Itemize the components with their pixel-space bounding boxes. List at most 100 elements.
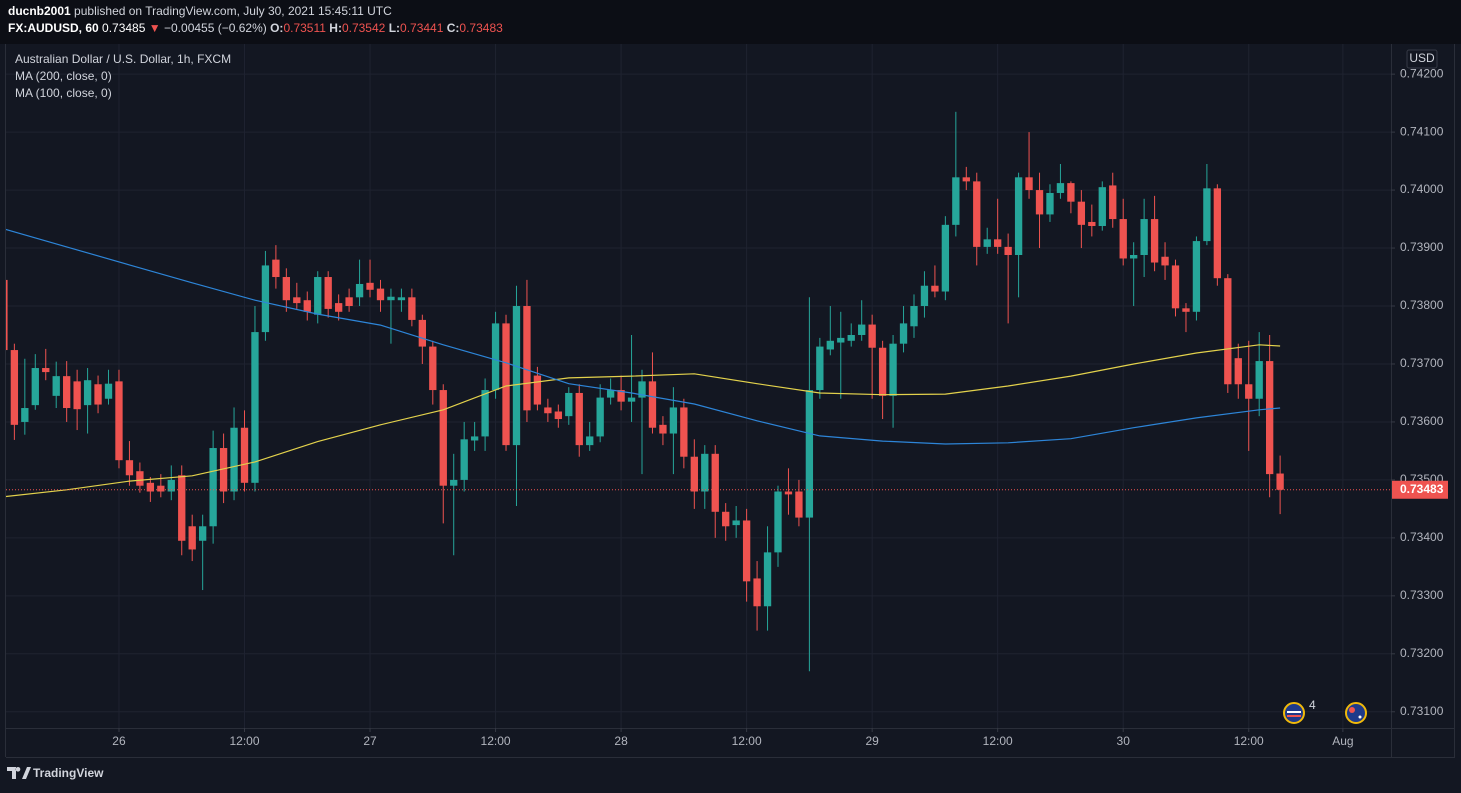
candle-body [1088,221,1096,227]
candle-body [1245,384,1253,399]
x-tick-label: 12:00 [983,734,1013,748]
ma-line [6,344,1281,498]
x-tick-label: 27 [363,734,377,748]
candle-body [732,520,740,526]
change-arrow: ▼ [149,21,161,35]
candle-body [847,334,855,341]
c-label: C: [447,21,460,35]
y-tick-label: 0.74000 [1400,182,1444,196]
candle-body [1130,254,1138,259]
y-tick-label: 0.73700 [1400,356,1444,370]
currency-box[interactable] [1406,49,1438,69]
y-tick-label: 0.74100 [1400,124,1444,138]
candle-body [952,177,960,225]
x-tick-label: 30 [1117,734,1131,748]
candle-body [230,427,238,492]
candle-body [1234,358,1242,385]
candle-body [784,491,793,495]
candle-body [554,411,562,420]
candle-body [994,239,1002,247]
event-icon[interactable] [1345,702,1367,724]
candle-body [83,380,92,406]
chart-title: Australian Dollar / U.S. Dollar, 1h, FXC… [15,52,231,66]
candle-body [42,368,50,373]
l-label: L: [389,21,400,35]
candle-body [533,375,542,405]
event-au[interactable] [1345,702,1367,724]
candle-body [1109,185,1117,220]
candle-body [931,285,939,292]
candle-body [523,306,531,411]
candle-body [816,346,824,391]
header-line-2: FX:AUDUSD, 60 0.73485 ▼ −0.00455 (−0.62%… [8,21,503,35]
flag-mark [1349,707,1355,713]
candle-body [52,376,60,396]
candle-body [899,323,908,344]
logo-text: TradingView [33,766,104,780]
c-value: 0.73483 [459,21,503,35]
x-tick-label: 12:00 [732,734,762,748]
candle-body [1265,361,1274,475]
candle-body [565,392,573,417]
candle-body [1140,219,1148,255]
candle-body [1276,473,1284,490]
legend-entry: MA (200, close, 0) [15,69,112,83]
candle-body [858,324,866,335]
x-tick-label: 28 [614,734,628,748]
candle-body [345,297,353,307]
candle-body [617,390,625,402]
candle-body [460,439,468,480]
change: −0.00455 (−0.62%) [164,21,267,35]
candle-body [1046,192,1054,215]
x-tick-label: 12:00 [481,734,511,748]
candle-body [10,350,19,425]
candle-body [1077,201,1086,225]
candle-body [450,479,458,486]
candle-body [272,259,280,278]
y-tick-label: 0.73200 [1400,646,1444,660]
candle-body [659,424,667,434]
x-tick-label: 12:00 [229,734,259,748]
candle-body [680,407,688,457]
y-tick-label: 0.73900 [1400,240,1444,254]
x-tick-label: 12:00 [1234,734,1264,748]
candle-body [366,282,374,290]
logo[interactable]: TradingView [7,766,104,780]
candle-body [199,526,207,541]
candle-body [1014,177,1023,255]
y-tick-label: 0.73100 [1400,704,1444,718]
candle-body [481,390,489,437]
event-badge: 4 [1309,698,1316,712]
candle-body [774,491,782,553]
candle-body [387,296,395,301]
logo-mark [7,767,31,779]
candle-body [63,376,71,409]
candle-body [753,578,761,607]
candle-body [1161,256,1169,266]
candle-body [146,482,155,492]
candle-body [1067,183,1075,202]
ma-line [6,228,1281,445]
candle-body [429,346,437,391]
candle-body [627,397,636,402]
published: published on TradingView.com, July 30, 2… [74,4,392,18]
candle-body [167,479,175,492]
flag-stripe [1287,711,1301,713]
candle-body [544,407,552,414]
candle-body [795,491,803,518]
y-tick-label: 0.73400 [1400,530,1444,544]
candle-body [910,306,918,327]
flag-stripe [1287,715,1301,717]
y-tick-label: 0.73800 [1400,298,1444,312]
candle-body [94,384,102,405]
h-value: 0.73542 [342,21,386,35]
candle-body [1255,361,1263,399]
last-price-label: 0.73483 [1400,482,1444,496]
candle-body [805,390,814,518]
candle-body [962,177,970,182]
candle-body [188,526,196,550]
y-tick-label: 0.74200 [1400,66,1444,80]
y-tick-label: 0.73600 [1400,414,1444,428]
event-us[interactable]: 4 [1283,698,1316,724]
candle-body [209,448,217,527]
